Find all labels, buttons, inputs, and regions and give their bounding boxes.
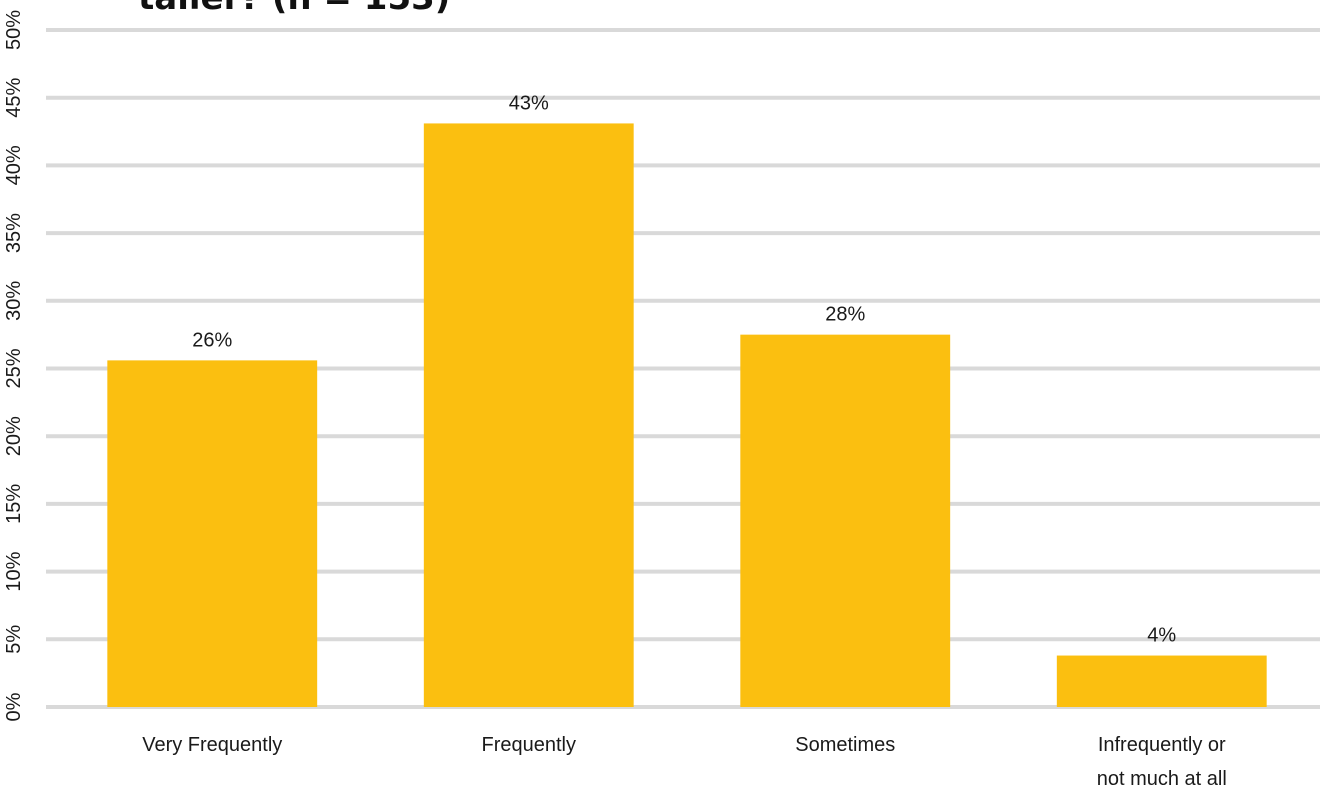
y-tick-label: 45% <box>3 77 25 117</box>
bar <box>1056 655 1267 707</box>
y-tick-label: 5% <box>3 625 25 654</box>
data-label: 26% <box>192 329 232 351</box>
y-tick-label: 30% <box>3 281 25 321</box>
x-category-label: Very Frequently <box>142 734 282 756</box>
x-category-label: Frequently <box>482 734 577 756</box>
y-tick-label: 15% <box>3 484 25 524</box>
bar <box>107 360 318 707</box>
x-category-label: Infrequently or <box>1098 734 1226 756</box>
data-label: 28% <box>825 304 865 326</box>
y-tick-label: 40% <box>3 145 25 185</box>
chart-title: tailer? (n = 153) <box>138 0 450 18</box>
y-tick-label: 10% <box>3 551 25 591</box>
y-tick-label: 0% <box>3 692 25 721</box>
data-label: 4% <box>1147 625 1176 647</box>
y-tick-label: 50% <box>3 10 25 50</box>
bar <box>423 123 634 707</box>
data-label: 43% <box>509 92 549 114</box>
x-category-label: Sometimes <box>795 734 895 756</box>
y-tick-label: 35% <box>3 213 25 253</box>
y-tick-label: 25% <box>3 348 25 388</box>
x-category-label: not much at all <box>1097 768 1227 787</box>
bar <box>740 334 951 707</box>
y-tick-label: 20% <box>3 416 25 456</box>
